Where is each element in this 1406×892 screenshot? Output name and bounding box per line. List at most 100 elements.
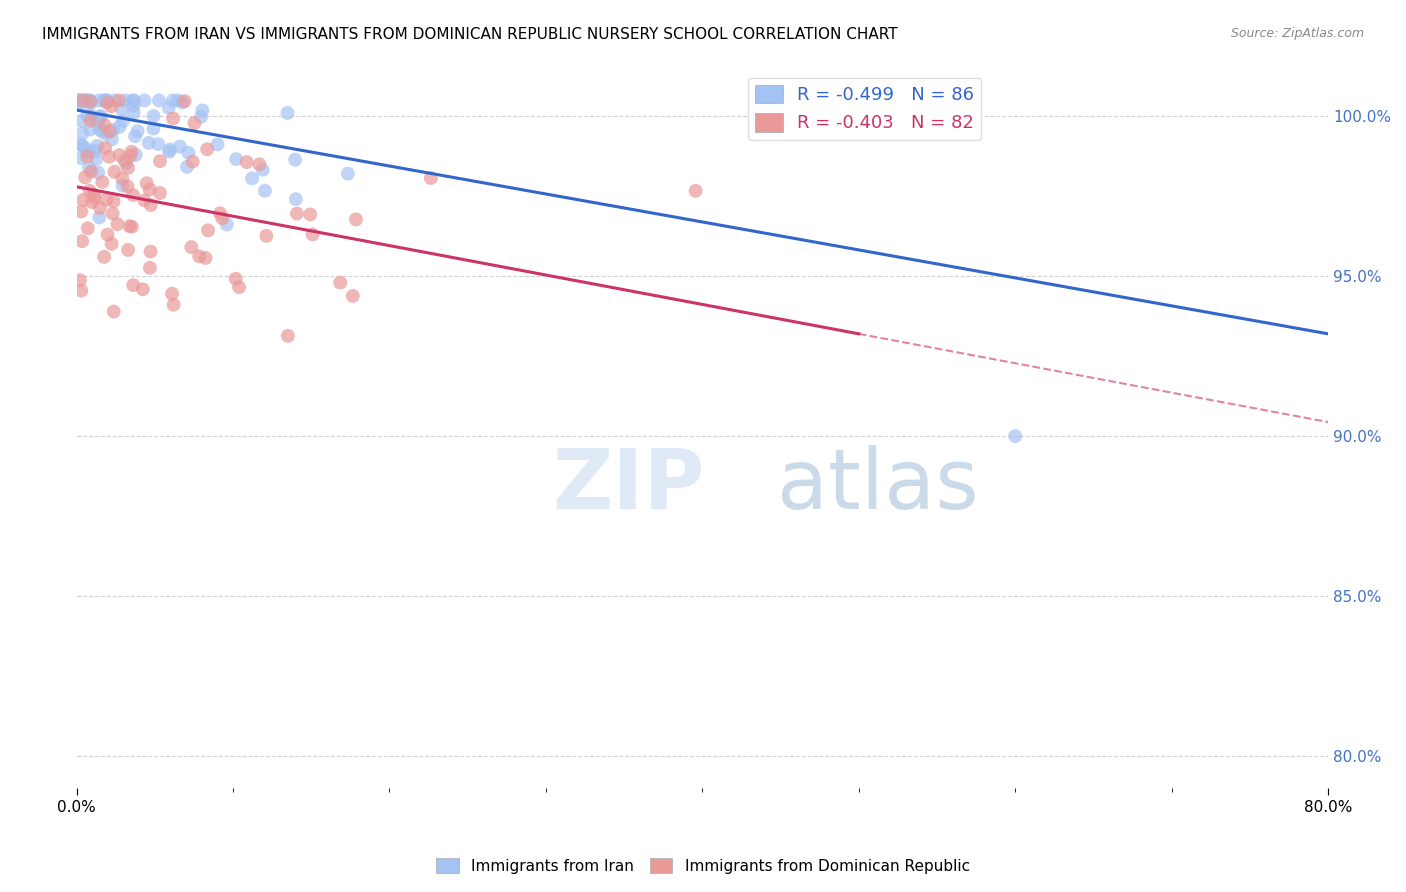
Point xyxy=(125,148,148,162)
Point xyxy=(162,94,184,108)
Point xyxy=(76,109,98,123)
Point xyxy=(194,251,217,265)
Point xyxy=(190,110,212,124)
Point xyxy=(87,166,110,180)
Point xyxy=(301,227,323,242)
Point xyxy=(284,153,307,167)
Point xyxy=(100,99,122,113)
Point xyxy=(75,94,97,108)
Point xyxy=(72,127,94,141)
Point xyxy=(86,152,108,166)
Point xyxy=(225,272,247,286)
Point xyxy=(70,204,93,219)
Point xyxy=(159,143,181,157)
Point xyxy=(89,94,111,108)
Point xyxy=(76,145,98,160)
Point xyxy=(94,141,117,155)
Point xyxy=(103,194,125,209)
Point xyxy=(75,94,97,108)
Point xyxy=(167,94,190,108)
Point xyxy=(132,282,155,296)
Point xyxy=(70,284,93,298)
Legend: Immigrants from Iran, Immigrants from Dominican Republic: Immigrants from Iran, Immigrants from Do… xyxy=(430,852,976,880)
Point xyxy=(100,236,122,251)
Point xyxy=(111,178,134,193)
Point xyxy=(329,276,352,290)
Point xyxy=(276,106,298,120)
Point xyxy=(80,195,103,210)
Point xyxy=(277,329,299,343)
Point xyxy=(84,144,107,158)
Point xyxy=(77,161,100,175)
Point xyxy=(122,105,145,120)
Point xyxy=(93,118,115,132)
Point xyxy=(96,227,118,242)
Point xyxy=(69,114,91,128)
Legend: R = -0.499   N = 86, R = -0.403   N = 82: R = -0.499 N = 86, R = -0.403 N = 82 xyxy=(748,78,981,140)
Point xyxy=(93,250,115,264)
Point xyxy=(121,94,143,108)
Point xyxy=(79,122,101,136)
Point xyxy=(148,137,170,152)
Point xyxy=(176,160,198,174)
Point xyxy=(77,94,100,108)
Point xyxy=(94,127,117,141)
Point xyxy=(79,145,101,159)
Point xyxy=(111,171,134,186)
Point xyxy=(142,109,165,123)
Point xyxy=(240,171,263,186)
Point xyxy=(118,219,141,234)
Point xyxy=(685,184,707,198)
Point xyxy=(73,140,96,154)
Point xyxy=(72,193,94,207)
Text: Source: ZipAtlas.com: Source: ZipAtlas.com xyxy=(1230,27,1364,40)
Point xyxy=(89,122,111,136)
Point xyxy=(114,94,136,108)
Point xyxy=(225,152,247,166)
Point xyxy=(336,167,359,181)
Point xyxy=(69,97,91,112)
Point xyxy=(79,94,101,108)
Point xyxy=(127,124,149,138)
Point xyxy=(120,149,142,163)
Point xyxy=(89,110,111,124)
Point xyxy=(98,125,121,139)
Point xyxy=(76,149,98,163)
Point xyxy=(96,95,118,110)
Point xyxy=(122,99,145,113)
Point xyxy=(111,102,134,116)
Point xyxy=(169,139,191,153)
Point xyxy=(134,194,156,208)
Point xyxy=(157,145,180,159)
Point xyxy=(70,234,93,248)
Point xyxy=(76,221,98,235)
Point xyxy=(70,151,93,165)
Point xyxy=(117,161,139,175)
Point xyxy=(254,228,277,243)
Point xyxy=(90,109,112,123)
Point xyxy=(135,176,157,190)
Point xyxy=(103,165,125,179)
Point xyxy=(79,95,101,109)
Point xyxy=(228,280,250,294)
Point xyxy=(235,155,257,169)
Point xyxy=(67,94,90,108)
Point xyxy=(149,186,172,200)
Point xyxy=(342,289,364,303)
Point xyxy=(96,193,118,207)
Point xyxy=(122,188,145,202)
Point xyxy=(108,94,131,108)
Point xyxy=(101,132,124,146)
Point xyxy=(114,153,136,168)
Point xyxy=(104,94,127,108)
Point xyxy=(75,170,97,185)
Text: ZIP: ZIP xyxy=(553,445,704,526)
Point xyxy=(122,278,145,293)
Point xyxy=(89,211,111,225)
Point xyxy=(284,192,307,206)
Point xyxy=(139,260,162,275)
Point xyxy=(115,156,138,170)
Point xyxy=(103,304,125,318)
Point xyxy=(93,94,115,108)
Point xyxy=(197,223,219,237)
